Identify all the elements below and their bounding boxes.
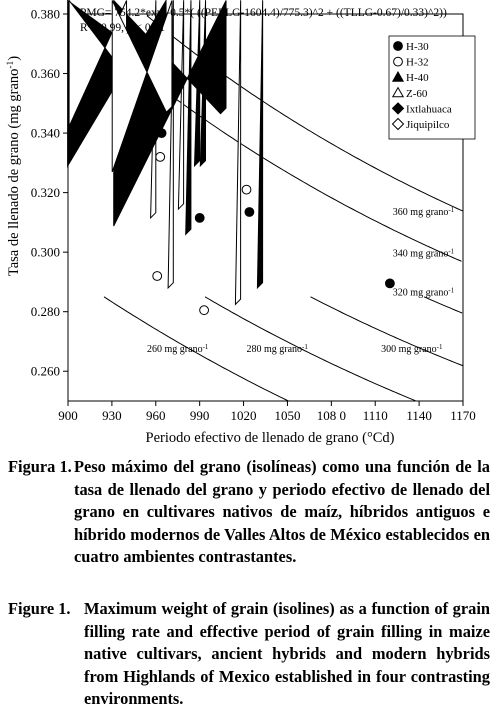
legend-marker-h-30 <box>393 41 403 51</box>
x-tick-label: 900 <box>58 408 78 423</box>
equation-text: PMG= 754.2*exp(-0.5*( ((PELLG-1604.4)/77… <box>80 7 447 19</box>
r2-text: R2= 0.99, p < 0.01 <box>80 20 165 34</box>
caption-spanish-label: Figura 1. <box>8 457 72 476</box>
point-h-40 <box>256 0 264 290</box>
plot-frame <box>67 13 464 402</box>
legend-marker-ixtlahuaca <box>391 102 405 115</box>
legend-label-h-40: H-40 <box>406 72 429 84</box>
point-h-30 <box>385 278 395 289</box>
x-tick-label: 930 <box>102 408 122 423</box>
x-tick-label: 960 <box>146 408 166 423</box>
legend-marker-jiquipilco <box>391 117 405 131</box>
isoline-label-280: 280 mg grano-1 <box>247 343 309 355</box>
point-layer <box>67 0 395 316</box>
isoline-label-300: 300 mg grano-1 <box>381 343 443 355</box>
point-h-30 <box>194 213 205 223</box>
isoline-280 <box>204 296 416 402</box>
x-tick-label: 1020 <box>231 408 257 423</box>
caption-spanish-text: Peso máximo del grano (isolíneas) como u… <box>74 457 490 566</box>
x-tick-label: 1050 <box>274 408 300 423</box>
legend-box <box>388 35 476 140</box>
x-tick-label: 1140 <box>406 408 432 423</box>
x-tick-label: 108 0 <box>317 408 346 423</box>
point-h-32 <box>155 152 166 162</box>
x-tick-label: 1170 <box>450 408 476 423</box>
x-tick-label: 1110 <box>363 408 388 423</box>
point-h-32 <box>199 305 210 316</box>
isoline-320 <box>423 296 463 314</box>
y-tick-label: 0.360 <box>31 66 60 81</box>
point-z-60 <box>177 0 185 211</box>
y-tick-label: 0.260 <box>31 364 60 379</box>
legend-label-z-60: Z-60 <box>406 88 428 100</box>
point-h-32 <box>152 271 163 281</box>
x-tick-label: 990 <box>190 408 210 423</box>
legend: H-30 H-32 H-40 Z-60 Ixtlahuaca Jiquipilco <box>388 35 476 140</box>
point-z-60 <box>234 0 242 306</box>
point-jiquipilco <box>111 0 173 173</box>
caption-english: Figure 1. Maximum weight of grain (isoli… <box>8 598 490 711</box>
legend-marker-z-60 <box>391 86 405 98</box>
legend-marker-h-32 <box>393 56 403 67</box>
caption-english-text: Maximum weight of grain (isolines) as a … <box>84 599 490 708</box>
point-h-30 <box>244 207 255 217</box>
y-tick-label: 0.300 <box>31 245 60 260</box>
legend-label-ixtlahuaca: Ixtlahuaca <box>406 103 452 115</box>
legend-label-h-30: H-30 <box>406 41 429 53</box>
isoline-label-340: 340 mg grano-1 <box>393 248 455 260</box>
isoline-label-260: 260 mg grano-1 <box>147 343 209 355</box>
x-axis-label: Periodo efectivo de llenado de grano (°C… <box>146 430 395 446</box>
y-axis-label: Tasa de llenado de grano (mg grano-1) <box>6 56 22 276</box>
legend-label-h-32: H-32 <box>406 57 429 69</box>
caption-spanish: Figura 1. Peso máximo del grano (isolíne… <box>8 456 490 569</box>
y-tick-label: 0.380 <box>31 7 60 22</box>
isoline-300 <box>310 296 463 367</box>
point-h-40 <box>185 0 192 236</box>
isoline-label-360: 360 mg grano-1 <box>393 206 455 218</box>
legend-marker-h-40 <box>391 70 405 82</box>
isoline-label-320: 320 mg grano-1 <box>393 286 455 298</box>
point-h-32 <box>241 184 252 195</box>
scatter-chart: 260 mg grano-1 280 mg grano-1 300 mg grano… <box>6 0 476 446</box>
y-tick-label: 0.320 <box>31 185 60 200</box>
y-tick-label: 0.280 <box>31 304 60 319</box>
isoline-260 <box>103 296 289 402</box>
caption-english-label: Figure 1. <box>8 599 71 618</box>
y-tick-label: 0.340 <box>31 126 60 141</box>
legend-label-jiquipilco: Jiquipilco <box>406 119 450 131</box>
tick-layer: 900 930 960 990 1020 1050 108 0 1110 1140 1170 0.2… <box>31 7 476 424</box>
